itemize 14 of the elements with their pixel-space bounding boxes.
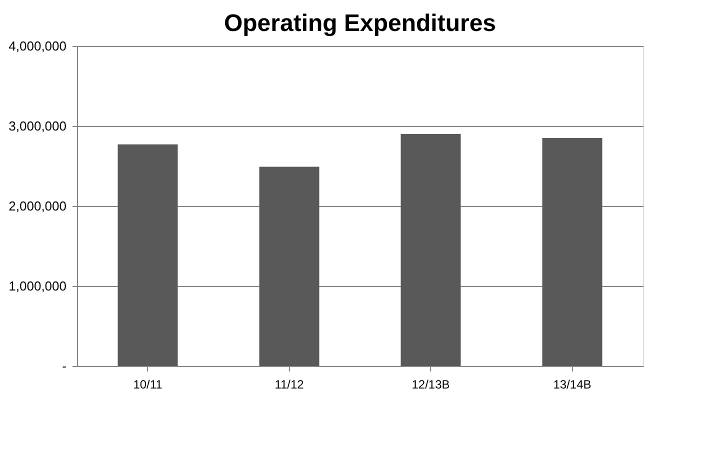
bar: [400, 134, 461, 366]
bar: [542, 138, 602, 366]
bar: [118, 144, 178, 366]
x-tick-label: 13/14B: [553, 378, 592, 392]
x-tick-label: 10/11: [133, 378, 163, 392]
y-tick-label: 2,000,000: [8, 198, 66, 214]
y-tick-label: -: [62, 358, 66, 374]
y-tick-label: 3,000,000: [8, 118, 66, 134]
y-tick-label: 4,000,000: [8, 38, 66, 54]
x-tick-label: 12/13B: [412, 378, 450, 392]
x-tick-label: 11/12: [274, 378, 304, 392]
chart-title: Operating Expenditures: [224, 10, 496, 37]
bar: [259, 166, 320, 366]
y-tick-label: 1,000,000: [8, 278, 66, 294]
